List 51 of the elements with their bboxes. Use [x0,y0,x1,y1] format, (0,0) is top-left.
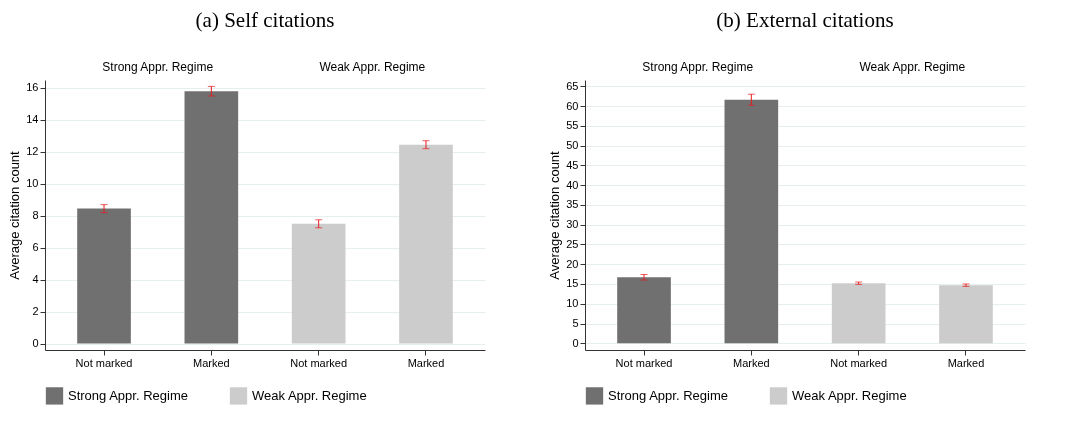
y-tick-label: 65 [566,79,579,92]
bar [184,91,239,344]
y-tick-label: 60 [566,99,579,112]
y-tick-label: 8 [32,209,39,222]
chart-title: (a) Self citations [195,8,335,32]
bar [939,285,993,344]
x-tick-label: Not marked [615,356,673,369]
y-tick-label: 14 [26,113,39,126]
x-tick-label: Marked [407,356,445,369]
y-tick-label: 35 [566,198,579,211]
x-tick-label: Not marked [75,356,133,369]
x-tick-label: Not marked [290,356,348,369]
y-tick-label: 12 [26,145,39,158]
y-tick-label: 15 [566,277,579,290]
text: Weak Appr. Regime [859,60,966,74]
legend-label: Strong Appr. Regime [68,387,188,403]
chart-title: (b) External citations [716,8,894,32]
x-tick-label: Marked [193,356,230,369]
legend-label: Strong Appr. Regime [608,387,728,403]
y-tick-label: 45 [566,158,579,171]
legend-label: Weak Appr. Regime [792,387,907,403]
y-tick-label: 6 [32,241,39,254]
y-tick-label: 0 [32,337,39,350]
y-tick-label: 2 [32,305,39,318]
y-axis-title: Average citation count [7,150,23,280]
x-tick-label: Marked [733,356,770,369]
text: Strong Appr. Regime [102,60,214,74]
y-axis-title: Average citation count [547,150,563,280]
y-tick-label: 10 [26,177,39,190]
x-tick-label: Not marked [830,356,888,369]
legend-label: Weak Appr. Regime [252,387,367,403]
y-tick-label: 10 [566,297,579,310]
y-tick-label: 55 [566,119,579,132]
bar [291,223,346,344]
bar [724,99,779,344]
text: Strong Appr. Regime [642,60,754,74]
y-tick-label: 5 [572,317,579,330]
bar [399,144,453,344]
y-tick-label: 4 [32,273,39,286]
y-tick-label: 25 [566,237,579,250]
x-tick-label: Marked [947,356,985,369]
y-tick-label: 0 [572,336,579,349]
text: Weak Appr. Regime [319,60,426,74]
y-tick-label: 30 [566,218,579,231]
bar [831,283,886,344]
y-tick-label: 20 [566,257,579,270]
bar [617,277,671,344]
y-tick-label: 40 [566,178,579,191]
y-tick-label: 50 [566,139,579,152]
bar [77,208,131,344]
y-tick-label: 16 [26,81,39,94]
